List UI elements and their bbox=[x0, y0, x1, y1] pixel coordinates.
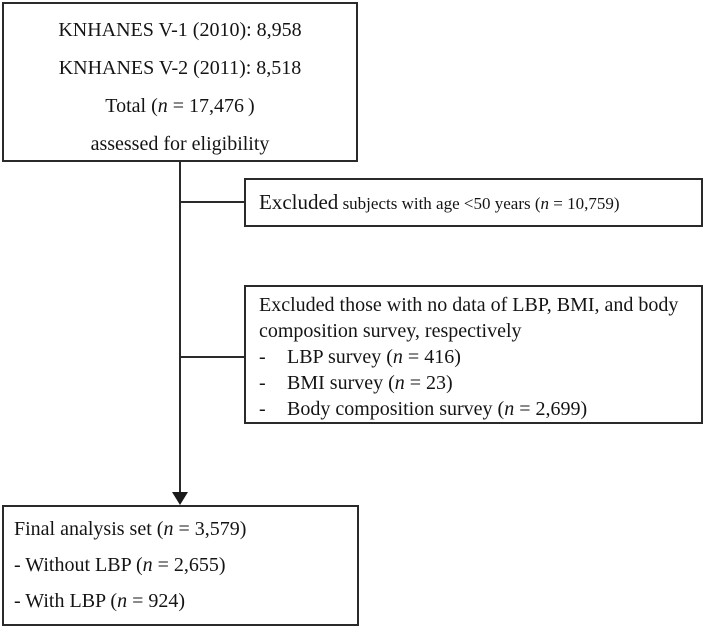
knhanes-v1-line: KNHANES V-1 (2010): 8,958 bbox=[4, 11, 356, 49]
final-analysis-text-pre: Final analysis set ( bbox=[14, 518, 164, 540]
list-item-body-composition-survey: - Body composition survey (n = 2,699) bbox=[259, 396, 693, 422]
final-analysis-line: Final analysis set (n = 3,579) bbox=[14, 511, 357, 547]
italic-n: n bbox=[157, 95, 168, 117]
final-analysis-box: Final analysis set (n = 3,579) - Without… bbox=[2, 505, 359, 626]
excluded-age-box: Excluded subjects with age <50 years (n … bbox=[244, 178, 703, 227]
dash-bullet: - bbox=[259, 398, 266, 420]
branch-line-excluded-age bbox=[180, 201, 245, 203]
with-lbp-text-post: = 924) bbox=[127, 590, 186, 612]
excluded-age-line: Excluded subjects with age <50 years (n … bbox=[259, 190, 620, 215]
lbp-survey-line: LBP survey (n = 416) bbox=[287, 344, 461, 370]
italic-n: n bbox=[142, 554, 153, 576]
lbp-survey-text-pre: LBP survey ( bbox=[287, 346, 393, 368]
bmi-survey-line: BMI survey (n = 23) bbox=[287, 370, 453, 396]
branch-line-excluded-missing bbox=[180, 356, 245, 358]
lbp-survey-text-post: = 416) bbox=[402, 346, 461, 368]
excluded-missing-line-2: composition survey, respectively bbox=[259, 318, 693, 344]
excluded-missing-data-box: Excluded those with no data of LBP, BMI,… bbox=[244, 285, 703, 424]
eligibility-line: assessed for eligibility bbox=[4, 125, 356, 163]
with-lbp-text-pre: - With LBP ( bbox=[14, 590, 118, 612]
body-composition-text-pre: Body composition survey ( bbox=[287, 398, 505, 420]
excluded-missing-text-1: Excluded those with no data of LBP, BMI,… bbox=[259, 294, 679, 316]
total-text-post: = 17,476 ) bbox=[167, 95, 255, 117]
knhanes-v2-line: KNHANES V-2 (2011): 8,518 bbox=[4, 49, 356, 87]
excluded-age-text-pre: subjects with age <50 years ( bbox=[338, 194, 541, 213]
dash-bullet: - bbox=[259, 372, 266, 394]
without-lbp-text-pre: - Without LBP ( bbox=[14, 554, 143, 576]
italic-n: n bbox=[392, 346, 403, 368]
total-line: Total (n = 17,476 ) bbox=[4, 87, 356, 125]
total-text-pre: Total ( bbox=[105, 95, 158, 117]
without-lbp-text-post: = 2,655) bbox=[152, 554, 226, 576]
italic-n: n bbox=[394, 372, 405, 394]
body-composition-survey-line: Body composition survey (n = 2,699) bbox=[287, 396, 587, 422]
excluded-missing-line-1: Excluded those with no data of LBP, BMI,… bbox=[259, 292, 693, 318]
bmi-survey-text-post: = 23) bbox=[404, 372, 453, 394]
italic-n: n bbox=[540, 194, 550, 213]
knhanes-v2-text: KNHANES V-2 (2011): 8,518 bbox=[58, 57, 302, 79]
body-composition-text-post: = 2,699) bbox=[514, 398, 588, 420]
knhanes-v1-text: KNHANES V-1 (2010): 8,958 bbox=[58, 19, 302, 41]
italic-n: n bbox=[117, 590, 128, 612]
excluded-lead-text: Excluded bbox=[259, 190, 339, 214]
excluded-age-text-post: = 10,759) bbox=[549, 194, 620, 213]
enrollment-box: KNHANES V-1 (2010): 8,958 KNHANES V-2 (2… bbox=[2, 2, 358, 162]
italic-n: n bbox=[504, 398, 515, 420]
final-analysis-text-post: = 3,579) bbox=[173, 518, 247, 540]
with-lbp-line: - With LBP (n = 924) bbox=[14, 583, 357, 619]
list-item-bmi-survey: - BMI survey (n = 23) bbox=[259, 370, 693, 396]
eligibility-text: assessed for eligibility bbox=[90, 133, 270, 155]
excluded-missing-text-2: composition survey, respectively bbox=[259, 320, 522, 342]
list-item-lbp-survey: - LBP survey (n = 416) bbox=[259, 344, 693, 370]
bmi-survey-text-pre: BMI survey ( bbox=[287, 372, 395, 394]
dash-bullet: - bbox=[259, 346, 266, 368]
without-lbp-line: - Without LBP (n = 2,655) bbox=[14, 547, 357, 583]
flow-vertical-line bbox=[179, 162, 181, 493]
arrowhead-down-icon bbox=[172, 492, 188, 505]
italic-n: n bbox=[163, 518, 174, 540]
